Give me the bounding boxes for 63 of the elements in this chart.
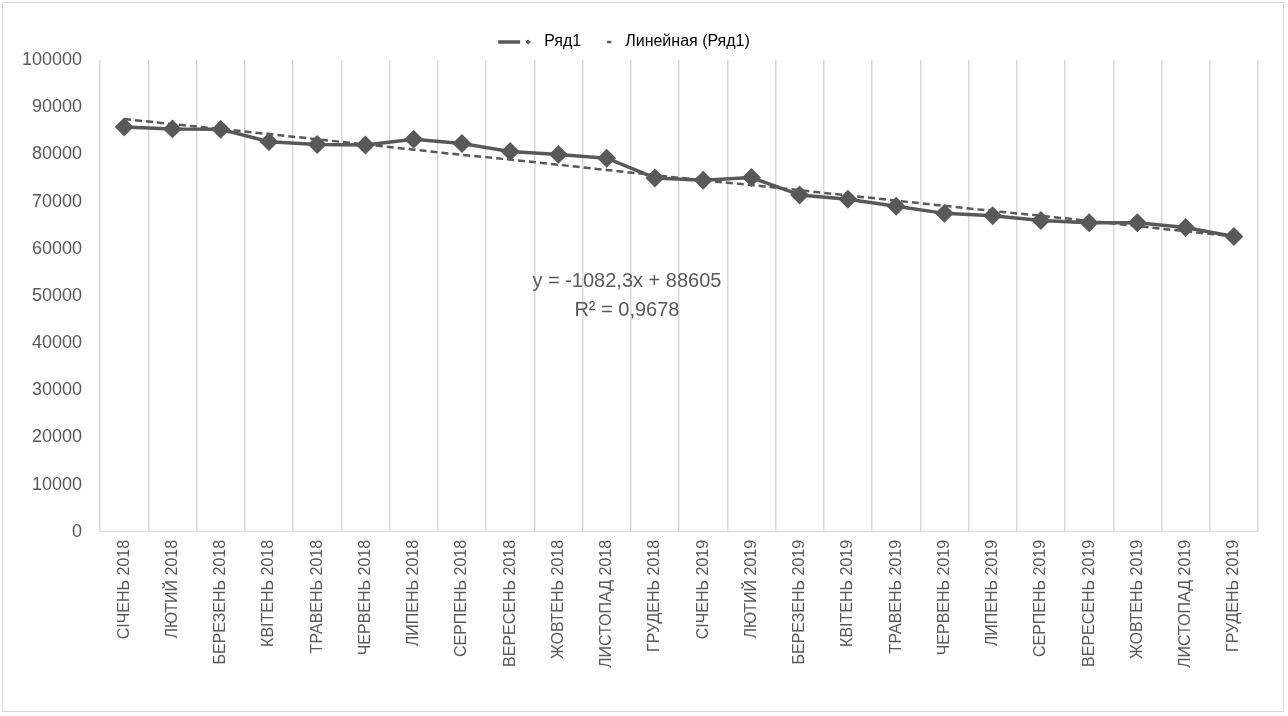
x-tick-label: БЕРЕЗЕНЬ 2018 xyxy=(211,539,229,665)
point xyxy=(694,171,712,190)
y-tick-label: 0 xyxy=(72,520,83,541)
point xyxy=(501,142,519,161)
point xyxy=(115,118,133,136)
point xyxy=(1032,211,1050,230)
x-tick-label: ГРУДЕНЬ 2019 xyxy=(1224,539,1242,652)
point xyxy=(935,204,954,223)
point xyxy=(1176,218,1195,237)
point xyxy=(1128,214,1147,232)
point xyxy=(839,190,857,208)
x-tick-label: СЕРПЕНЬ 2018 xyxy=(452,539,470,658)
y-tick-label: 100000 xyxy=(21,48,83,69)
x-tick-label: ЛЮТИЙ 2018 xyxy=(161,539,180,639)
y-tick-label: 90000 xyxy=(32,96,83,117)
x-tick-label: ГРУДЕНЬ 2018 xyxy=(645,539,663,652)
x-tick-label: ЛИПЕНЬ 2018 xyxy=(404,539,422,647)
point xyxy=(404,130,423,149)
point xyxy=(549,145,568,164)
y-tick-label: 70000 xyxy=(32,190,83,211)
x-tick-label: СІЧЕНЬ 2018 xyxy=(114,539,132,640)
x-tick-label: ЧЕРВЕНЬ 2019 xyxy=(934,539,952,656)
x-tick-label: ЛИСТОПАД 2018 xyxy=(597,539,615,669)
x-tick-label: ЖОВТЕНЬ 2018 xyxy=(548,539,566,659)
x-tick-label: КВІТЕНЬ 2019 xyxy=(838,539,856,647)
point xyxy=(983,206,1002,225)
y-tick-label: 50000 xyxy=(32,284,83,305)
x-tick-label: ВЕРЕСЕНЬ 2019 xyxy=(1079,539,1097,667)
y-tick-label: 20000 xyxy=(32,426,83,447)
x-tick-label: ЖОВТЕНЬ 2019 xyxy=(1127,539,1145,659)
point xyxy=(356,136,375,154)
point xyxy=(308,135,326,154)
x-tick-label: СІЧЕНЬ 2019 xyxy=(693,539,711,640)
x-tick-label: ТРАВЕНЬ 2019 xyxy=(886,539,904,654)
point xyxy=(887,197,905,216)
point xyxy=(260,132,278,151)
x-tick-label: ЧЕРВЕНЬ 2018 xyxy=(355,539,373,656)
y-tick-label: 60000 xyxy=(32,237,83,258)
y-tick-label: 10000 xyxy=(32,473,83,494)
point xyxy=(211,120,230,139)
x-tick-label: КВІТЕНЬ 2018 xyxy=(259,539,277,647)
point xyxy=(1080,214,1098,232)
x-tick-label: ЛИПЕНЬ 2019 xyxy=(983,539,1001,647)
x-tick-label: ЛЮТИЙ 2019 xyxy=(740,539,759,639)
point xyxy=(597,149,616,167)
y-tick-label: 30000 xyxy=(32,379,83,400)
point xyxy=(163,120,182,138)
y-tick-label: 40000 xyxy=(32,332,83,353)
x-tick-label: СЕРПЕНЬ 2019 xyxy=(1031,539,1049,658)
legend-label: Линейная (Ряд1) xyxy=(625,32,750,50)
point xyxy=(453,134,471,153)
annotation: y = -1082,3x + 88605 xyxy=(532,269,722,292)
x-tick-label: ЛИСТОПАД 2019 xyxy=(1176,539,1194,669)
x-tick-label: БЕРЕЗЕНЬ 2019 xyxy=(790,539,808,665)
x-tick-label: ВЕРЕСЕНЬ 2018 xyxy=(500,539,518,667)
point xyxy=(646,169,664,187)
legend-label: Ряд1 xyxy=(544,32,582,50)
annotation: R² = 0,9678 xyxy=(574,298,680,321)
x-tick-label: ТРАВЕНЬ 2018 xyxy=(307,539,325,654)
point xyxy=(1225,227,1243,246)
point xyxy=(742,168,761,187)
y-tick-label: 80000 xyxy=(32,143,83,164)
point xyxy=(790,186,809,204)
